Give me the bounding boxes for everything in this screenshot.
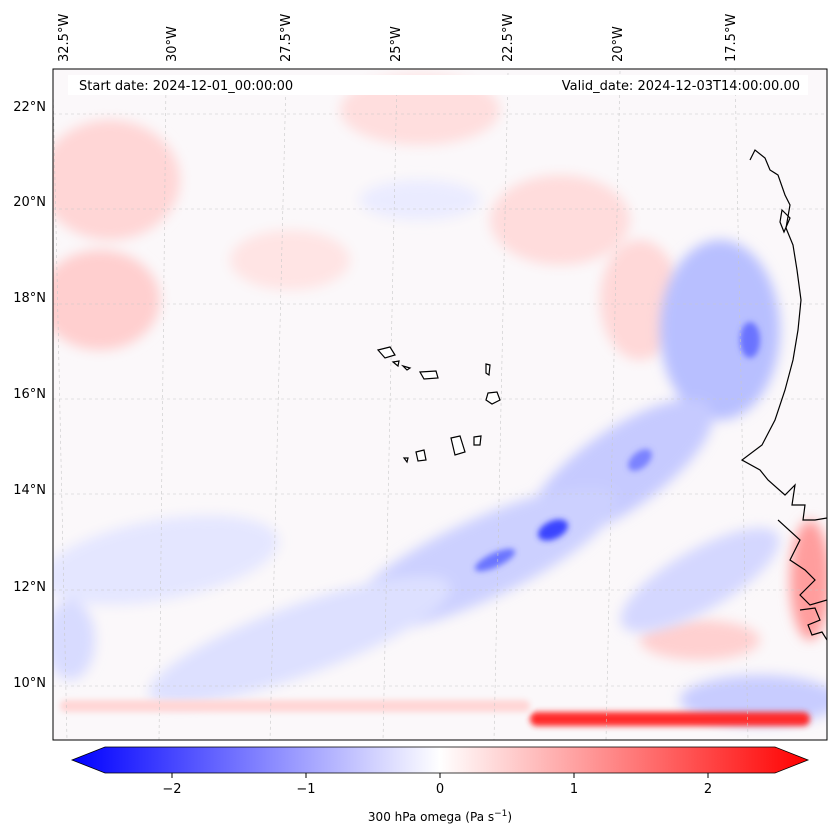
latitude-labels: 22°N 20°N 18°N 16°N 14°N 12°N 10°N <box>13 100 46 691</box>
colorbar-tick-label: −1 <box>296 782 315 797</box>
colorbar-tick-label: 2 <box>704 782 712 797</box>
colorbar-tick-label: 0 <box>436 782 444 797</box>
colorbar-tick-label: 1 <box>570 782 578 797</box>
latitude-label: 10°N <box>13 676 46 691</box>
latitude-label: 18°N <box>13 291 46 306</box>
map-frame <box>52 68 828 741</box>
longitude-labels: 32.5°W 30°W 27.5°W 25°W 22.5°W 20°W 17.5… <box>57 14 739 62</box>
colorbar-tick-label: −2 <box>162 782 181 797</box>
colorbar: −2 −1 0 1 2 300 hPa omega (Pa s−1) <box>70 746 810 824</box>
longitude-label: 20°W <box>611 26 626 62</box>
valid-date-label: Valid_date: 2024-12-03T14:00:00.00 <box>562 79 800 94</box>
longitude-label: 32.5°W <box>57 14 72 62</box>
longitude-label: 22.5°W <box>501 14 516 62</box>
strong-omega-cores <box>60 322 810 726</box>
start-date-label: Start date: 2024-12-01_00:00:00 <box>79 79 293 94</box>
latitude-label: 16°N <box>13 387 46 402</box>
longitude-label: 27.5°W <box>279 14 294 62</box>
longitude-label: 30°W <box>165 26 180 62</box>
negative-omega-regions <box>53 180 827 725</box>
omega-field <box>53 69 827 740</box>
graticule <box>53 69 827 740</box>
latitude-label: 20°N <box>13 195 46 210</box>
cape-verde-islands <box>376 346 501 464</box>
longitude-label: 25°W <box>389 26 404 62</box>
colorbar-gradient <box>70 746 810 774</box>
latitude-label: 12°N <box>13 580 46 595</box>
date-label-background <box>68 75 808 95</box>
colorbar-ticks: −2 −1 0 1 2 <box>162 773 712 797</box>
colorbar-label: 300 hPa omega (Pa s−1) <box>368 809 512 824</box>
latitude-label: 22°N <box>13 100 46 115</box>
coastline <box>740 149 827 641</box>
longitude-label: 17.5°W <box>724 14 739 62</box>
latitude-label: 14°N <box>13 483 46 498</box>
map-panel: Start date: 2024-12-01_00:00:00 Valid_da… <box>52 68 828 741</box>
